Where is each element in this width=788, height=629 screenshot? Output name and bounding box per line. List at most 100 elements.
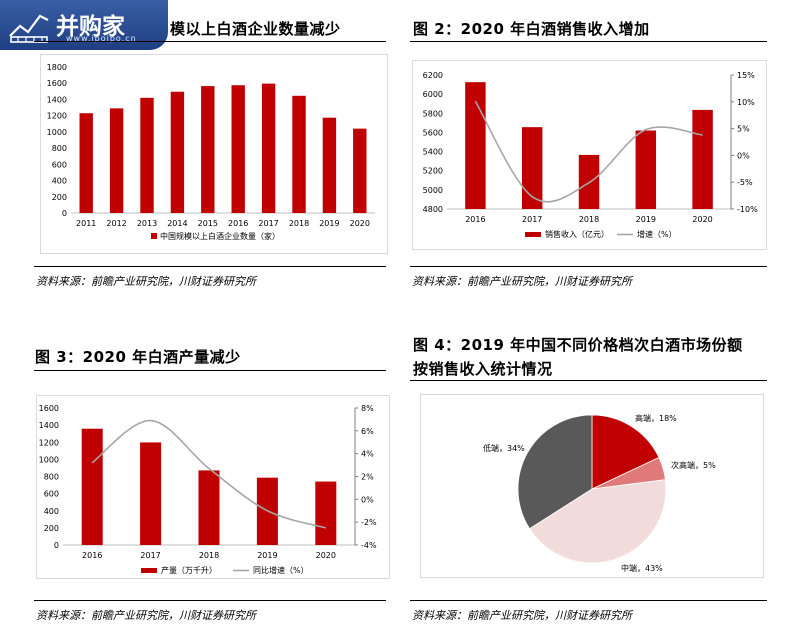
fig2-chart: 4800 5000 5200 5400 5600 5800 6000 6200 -10% -5% 0… bbox=[412, 60, 767, 250]
fig1-svg: 0 200 400 600 800 1000 1200 1400 1600 1800 2011 201… bbox=[47, 63, 375, 241]
y-left-tick-label: 6000 bbox=[423, 90, 443, 99]
bar bbox=[231, 85, 245, 213]
fig2-title: 图 2：2020 年白酒销售收入增加 bbox=[413, 20, 650, 38]
x-tick-label: 2020 bbox=[350, 219, 370, 228]
y-tick-label: 1800 bbox=[47, 63, 67, 72]
y-right-tick-label: 5% bbox=[737, 125, 750, 134]
x-tick-label: 2018 bbox=[579, 215, 599, 224]
y-right-tick-label: 0% bbox=[737, 151, 750, 160]
legend-label-line: 增速（%） bbox=[637, 229, 677, 239]
fig3-svg: 0 200 400 600 800 1000 1200 1400 1600 -4% -2% 0% 2% 4… bbox=[39, 404, 377, 575]
fig1-source: 资料来源：前瞻产业研究院，川财证券研究所 bbox=[36, 275, 256, 288]
fig3-title: 图 3：2020 年白酒产量减少 bbox=[35, 348, 241, 366]
x-tick-label: 2019 bbox=[319, 219, 339, 228]
x-tick-label: 2018 bbox=[289, 219, 309, 228]
bar bbox=[635, 130, 657, 209]
y-left-tick-label: 1600 bbox=[39, 404, 59, 413]
legend-swatch bbox=[151, 233, 157, 239]
bar bbox=[198, 470, 220, 545]
y-tick-label: 200 bbox=[52, 193, 67, 202]
bar bbox=[322, 117, 337, 213]
bar bbox=[170, 91, 185, 213]
pie-slice bbox=[591, 414, 660, 490]
fig3-title-rule bbox=[34, 370, 386, 371]
x-tick-label: 2019 bbox=[636, 215, 656, 224]
x-tick-label: 2018 bbox=[199, 551, 219, 560]
bar bbox=[465, 82, 486, 209]
bar bbox=[261, 83, 276, 213]
y-right-tick-label: 0% bbox=[361, 495, 374, 504]
x-tick-label: 2012 bbox=[106, 219, 126, 228]
y-left-tick-label: 4800 bbox=[423, 205, 443, 214]
bar bbox=[692, 109, 713, 209]
fig1-title: 模以上白酒企业数量减少 bbox=[170, 20, 341, 38]
y-tick-label: 1400 bbox=[47, 95, 67, 104]
bar bbox=[521, 127, 543, 209]
fig4-source: 资料来源：前瞻产业研究院，川财证券研究所 bbox=[412, 609, 632, 622]
y-right-tick-label: -5% bbox=[737, 178, 753, 187]
growth-line bbox=[474, 100, 703, 203]
fig4-title-rule bbox=[410, 380, 767, 381]
x-tick-label: 2016 bbox=[82, 551, 102, 560]
fig4-svg: 高端，18% 次高端，5% 中端，43% 低端，34% bbox=[483, 413, 716, 573]
y-left-tick-label: 600 bbox=[44, 490, 59, 499]
x-tick-label: 2017 bbox=[522, 215, 542, 224]
x-tick-label: 2020 bbox=[316, 551, 336, 560]
fig3-source: 资料来源：前瞻产业研究院，川财证券研究所 bbox=[36, 609, 256, 622]
legend-swatch-bar bbox=[525, 232, 541, 237]
y-tick-label: 600 bbox=[52, 160, 67, 169]
logo-url: www.ipoipo.cn bbox=[66, 34, 137, 43]
fig1-title-rule bbox=[34, 41, 386, 42]
y-right-tick-label: 10% bbox=[737, 98, 755, 107]
y-tick-label: 1200 bbox=[47, 112, 67, 121]
fig4-title-line2: 按销售收入统计情况 bbox=[413, 360, 553, 378]
pie-label: 高端，18% bbox=[635, 413, 677, 423]
fig3-source-rule bbox=[34, 600, 386, 601]
y-right-tick-label: 15% bbox=[737, 71, 755, 80]
y-right-tick-label: -2% bbox=[361, 518, 377, 527]
y-tick-label: 1600 bbox=[47, 79, 67, 88]
y-left-tick-label: 5200 bbox=[423, 167, 443, 176]
y-tick-label: 0 bbox=[62, 209, 67, 218]
x-tick-label: 2013 bbox=[137, 219, 157, 228]
logo-text: 并购家 bbox=[56, 14, 125, 40]
fig2-source-rule bbox=[410, 266, 767, 267]
x-tick-label: 2014 bbox=[167, 219, 187, 228]
fig1-source-rule bbox=[34, 266, 386, 267]
growth-line bbox=[91, 419, 327, 529]
fig2-title-rule bbox=[410, 41, 767, 42]
x-tick-label: 2019 bbox=[257, 551, 277, 560]
pie-slice bbox=[528, 479, 667, 564]
y-right-tick-label: 8% bbox=[361, 404, 374, 413]
house-chart-icon bbox=[9, 14, 49, 43]
y-left-tick-label: 1400 bbox=[39, 421, 59, 430]
legend-swatch-bar bbox=[141, 568, 157, 573]
y-left-tick-label: 0 bbox=[54, 541, 59, 550]
y-right-tick-label: 2% bbox=[361, 473, 374, 482]
bar bbox=[315, 481, 337, 545]
legend-label-bar: 产量（万千升） bbox=[161, 565, 217, 575]
y-tick-label: 400 bbox=[52, 177, 67, 186]
y-left-tick-label: 1200 bbox=[39, 438, 59, 447]
fig2-svg: 4800 5000 5200 5400 5600 5800 6000 6200 -10% -5% 0… bbox=[423, 71, 758, 239]
bar bbox=[292, 95, 306, 213]
bar bbox=[353, 128, 367, 213]
pie-label: 低端，34% bbox=[483, 443, 525, 453]
y-left-tick-label: 800 bbox=[44, 473, 59, 482]
site-logo: 并购家 www.ipoipo.cn bbox=[0, 0, 168, 50]
legend-label: 中国规模以上白酒企业数量（家） bbox=[160, 231, 280, 241]
y-right-tick-label: -10% bbox=[737, 205, 758, 214]
y-left-tick-label: 400 bbox=[44, 507, 59, 516]
y-right-tick-label: 4% bbox=[361, 450, 374, 459]
x-tick-label: 2015 bbox=[198, 219, 218, 228]
bar bbox=[109, 108, 124, 213]
x-tick-label: 2016 bbox=[228, 219, 248, 228]
bar bbox=[201, 86, 215, 213]
y-left-tick-label: 5000 bbox=[423, 186, 443, 195]
x-tick-label: 2017 bbox=[140, 551, 160, 560]
y-left-tick-label: 200 bbox=[44, 524, 59, 533]
fig4-chart: 高端，18% 次高端，5% 中端，43% 低端，34% bbox=[420, 394, 764, 578]
fig4-source-rule bbox=[410, 600, 767, 601]
pie-label: 次高端，5% bbox=[671, 460, 716, 470]
y-left-tick-label: 6200 bbox=[423, 71, 443, 80]
